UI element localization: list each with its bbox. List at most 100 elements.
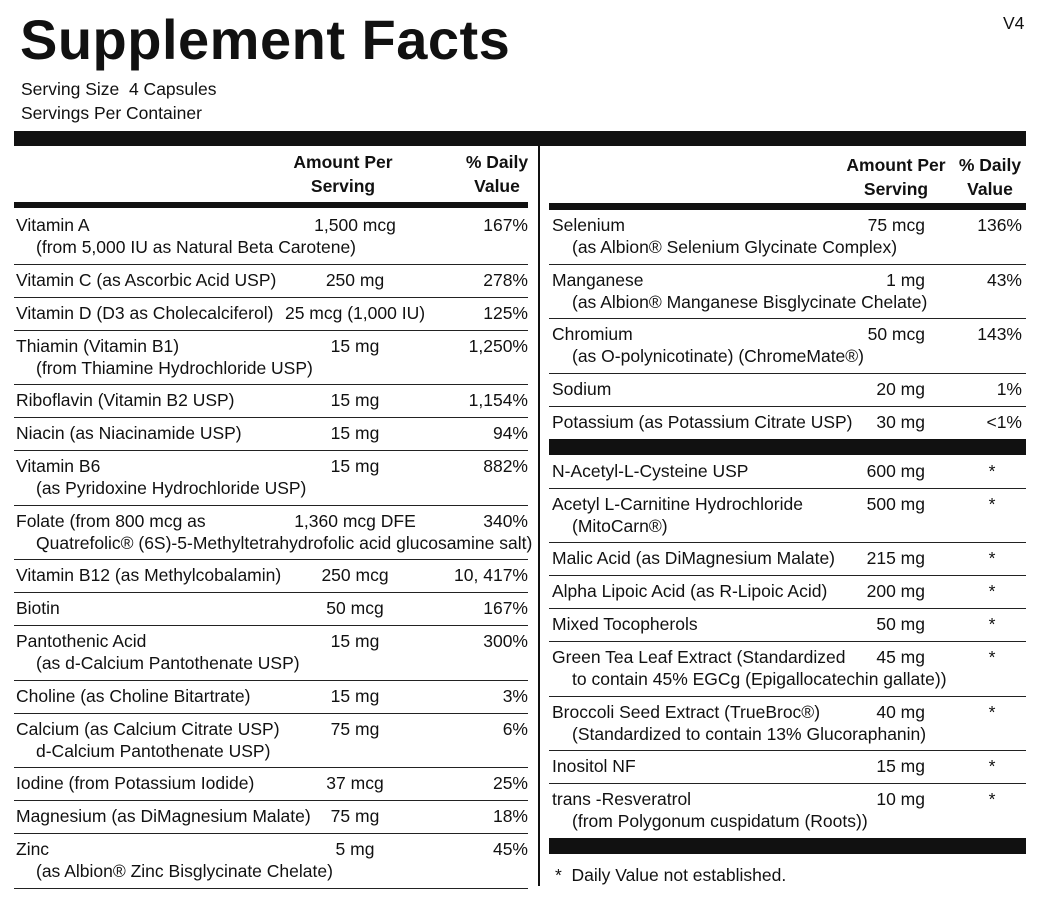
daily-value: 6% (502, 718, 528, 739)
row-rule (14, 296, 528, 298)
amount: 50 mcg (326, 598, 384, 618)
daily-value: * (988, 460, 996, 481)
nutrient-name: Vitamin B6 (16, 456, 101, 476)
nutrient-name: Calcium (as Calcium Citrate USP) (16, 718, 280, 739)
nutrient-detail: (as O-polynicotinate) (ChromeMate®) (572, 346, 865, 366)
row-rule (14, 679, 528, 681)
amount: 50 mg (876, 614, 925, 634)
daily-value: * (988, 789, 996, 809)
nutrient-detail: Quatrefolic® (6S)-5-Methyltetrahydrofoli… (36, 532, 533, 553)
nutrient-name: Alpha Lipoic Acid (as R-Lipoic Acid) (552, 581, 828, 601)
amount: 45 mg (876, 647, 925, 667)
footnote: * Daily Value not established. (555, 865, 787, 885)
nutrient-name: Folate (from 800 mcg as (16, 510, 206, 531)
servings-per-container: Servings Per Container (21, 103, 202, 123)
amount: 10 mg (876, 789, 925, 809)
nutrient-name: Vitamin C (as Ascorbic Acid USP) (16, 269, 277, 290)
serving-size: Serving Size 4 Capsules (21, 79, 217, 99)
title: Supplement Facts (20, 8, 511, 71)
section-bar (549, 438, 1026, 455)
nutrient-name: Selenium (552, 215, 625, 235)
amount: 215 mg (866, 548, 925, 568)
amount: 30 mg (876, 411, 925, 432)
amount: 15 mg (876, 756, 925, 776)
nutrient-name: Niacin (as Niacinamide USP) (16, 423, 242, 443)
amount: 40 mg (876, 701, 925, 722)
amount: 20 mg (876, 378, 925, 399)
daily-value: 143% (977, 324, 1022, 344)
row-rule (14, 559, 528, 560)
version: V4 (1003, 13, 1025, 33)
nutrient-name: Vitamin D (D3 as Cholecalciferol) (16, 302, 274, 323)
amount: 1,500 mcg (314, 215, 396, 235)
row-rule (549, 641, 1026, 642)
row-rule (14, 329, 528, 331)
row-rule (14, 263, 528, 265)
amount: 250 mg (325, 269, 385, 290)
daily-value: 340% (483, 510, 528, 531)
nutrient-name: trans -Resveratrol (552, 789, 692, 809)
row-rule (549, 405, 1026, 407)
amount: 37 mcg (326, 773, 384, 793)
nutrient-name: Manganese (552, 269, 644, 290)
nutrient-name: Vitamin B12 (as Methylcobalamin) (16, 565, 282, 585)
column-divider (538, 146, 540, 886)
nutrient-name: Sodium (552, 378, 612, 399)
daily-value: 882% (483, 456, 528, 476)
amount: 75 mg (330, 806, 380, 826)
daily-value: 1,250% (468, 335, 528, 356)
nutrient-name: Broccoli Seed Extract (TrueBroc®) (552, 701, 821, 722)
amount: 600 mg (866, 460, 925, 481)
amount: 15 mg (330, 390, 380, 410)
nutrient-detail: (as Albion® Zinc Bisglycinate Chelate) (36, 861, 333, 881)
daily-value: 3% (502, 685, 528, 706)
amount: 1 mg (886, 269, 925, 290)
nutrient-detail: (from Polygonum cuspidatum (Roots)) (572, 811, 868, 831)
row-rule (549, 318, 1026, 319)
daily-value: * (988, 756, 996, 776)
nutrient-name: Zinc (16, 839, 50, 859)
daily-value: 10, 417% (454, 565, 528, 585)
nutrient-name: Green Tea Leaf Extract (Standardized (552, 647, 846, 667)
amount: 5 mg (335, 839, 375, 859)
amount: 50 mcg (867, 324, 925, 344)
amount: 15 mg (330, 456, 380, 476)
nutrient-detail: to contain 45% EGCg (Epigallocatechin ga… (572, 669, 947, 689)
daily-value: * (988, 493, 996, 514)
daily-value: 45% (492, 839, 528, 859)
nutrient-name: Malic Acid (as DiMagnesium Malate) (552, 548, 836, 568)
daily-value: 136% (977, 215, 1022, 235)
nutrient-name: Choline (as Choline Bitartrate) (16, 685, 251, 706)
daily-value: * (988, 701, 996, 722)
nutrient-name: Chromium (552, 324, 633, 344)
daily-value: * (988, 647, 996, 667)
nutrient-detail: (as d-Calcium Pantothenate USP) (36, 653, 300, 673)
nutrient-name: Inositol NF (552, 756, 636, 776)
nutrient-detail: d-Calcium Pantothenate USP) (36, 740, 271, 761)
amount: 500 mg (866, 493, 925, 514)
row-rule (549, 487, 1026, 489)
header-bar (14, 202, 528, 208)
daily-value: 125% (483, 302, 528, 323)
daily-value: 1% (996, 378, 1022, 399)
daily-value: 25% (492, 773, 528, 793)
nutrient-name: Pantothenic Acid (16, 631, 147, 651)
row-rule (549, 608, 1026, 609)
amount: 200 mg (866, 581, 925, 601)
daily-value: 1,154% (468, 390, 528, 410)
amount: 15 mg (330, 685, 380, 706)
amount-heading: Amount Per Serving (846, 155, 946, 199)
row-rule (14, 767, 528, 768)
amount: 75 mg (330, 718, 380, 739)
dv-heading: % Daily Value (465, 152, 529, 196)
top-bar (14, 131, 1026, 146)
nutrient-detail: (MitoCarn®) (572, 515, 668, 536)
row-rule (14, 833, 528, 834)
section-bar (549, 837, 1026, 854)
nutrient-name: Magnesium (as DiMagnesium Malate) (16, 806, 311, 826)
header-bar (549, 203, 1026, 210)
nutrient-name: Thiamin (Vitamin B1) (16, 335, 180, 356)
nutrient-detail: (as Pyridoxine Hydrochloride USP) (36, 478, 307, 498)
dv-heading: % Daily Value (958, 155, 1022, 199)
nutrient-detail: (from Thiamine Hydrochloride USP) (36, 357, 313, 378)
